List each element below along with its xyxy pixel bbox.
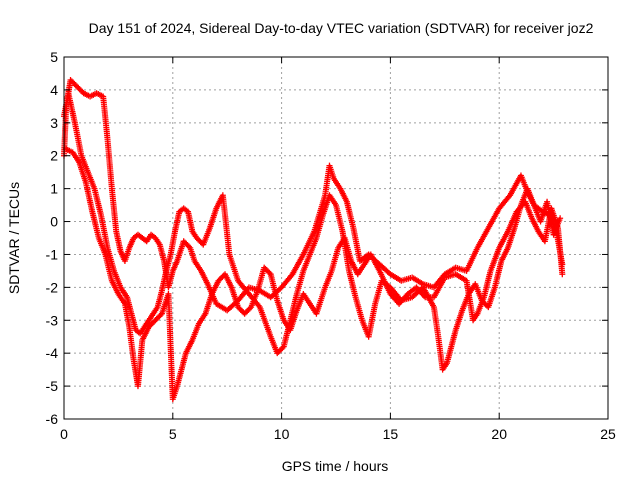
data-point-marker — [557, 215, 564, 222]
x-tick-label: 10 — [274, 426, 290, 442]
y-tick-label: -5 — [46, 378, 59, 394]
series-trace-c — [63, 146, 566, 403]
y-axis-label: SDTVAR / TECUs — [6, 182, 22, 294]
y-tick-label: 3 — [50, 115, 58, 131]
y-tick-label: -1 — [46, 246, 59, 262]
plot-frame — [63, 56, 609, 420]
data-point-marker — [266, 269, 273, 276]
data-point-marker — [559, 271, 566, 278]
data-point-marker — [185, 243, 192, 250]
y-tick-label: 5 — [50, 49, 58, 65]
y-tick-label: -2 — [46, 279, 59, 295]
data-point-marker — [157, 312, 164, 319]
y-tick-label: -3 — [46, 312, 59, 328]
x-tick-label: 5 — [169, 426, 177, 442]
y-tick-label: 4 — [50, 82, 58, 98]
data-point-marker — [246, 305, 253, 312]
y-tick-label: -4 — [46, 345, 59, 361]
x-tick-label: 0 — [60, 426, 68, 442]
x-tick-label: 15 — [383, 426, 399, 442]
y-tick-label: 0 — [50, 214, 58, 230]
tick-layer: 0 5 10 15 20 25 -6 -5 -4 -3 -2 -1 0 1 2 3 4 5 — [46, 49, 616, 442]
series-trace-b — [61, 90, 564, 373]
data-point-marker — [279, 344, 286, 351]
y-tick-label: -6 — [46, 411, 59, 427]
data-layer — [61, 77, 566, 403]
chart-title: Day 151 of 2024, Sidereal Day-to-day VTE… — [89, 20, 594, 36]
x-tick-label: 25 — [600, 426, 616, 442]
y-tick-label: 2 — [50, 148, 58, 164]
x-axis-label: GPS time / hours — [282, 458, 389, 474]
x-tick-label: 20 — [491, 426, 507, 442]
y-tick-label: 1 — [50, 181, 58, 197]
